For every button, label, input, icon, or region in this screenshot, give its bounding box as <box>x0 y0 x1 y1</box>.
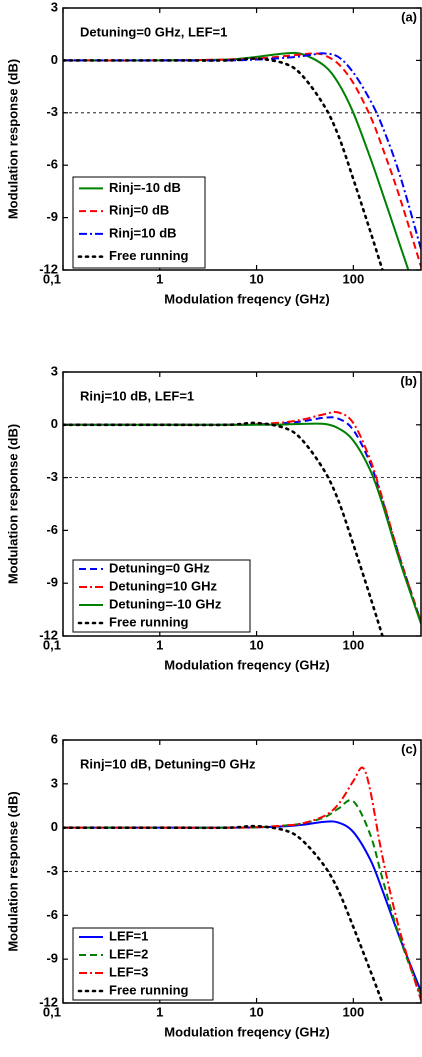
y-tick-label: 3 <box>51 0 58 14</box>
x-axis-label: Modulation freqency (GHz) <box>164 291 329 306</box>
legend-box <box>72 176 206 269</box>
x-tick-label: 0,1 <box>43 271 61 286</box>
y-axis-label: Modulation response (dB) <box>5 59 20 219</box>
panel-label: (c) <box>401 741 417 756</box>
y-tick-label: 3 <box>51 363 58 378</box>
panel-label: (b) <box>400 373 417 388</box>
legend-box <box>72 927 214 1001</box>
legend-label: LEF=3 <box>109 964 148 979</box>
legend-label: Rinj=10 dB <box>109 225 177 240</box>
legend-label: Detuning=-10 GHz <box>109 596 222 611</box>
annotation: Detuning=0 GHz, LEF=1 <box>80 24 227 39</box>
x-tick-label: 100 <box>342 1004 364 1019</box>
y-axis-label: Modulation response (dB) <box>5 791 20 951</box>
panel: -12 -9 -6 -3 0 3 0,1 1 10 100 Modulation freqency … <box>5 363 422 672</box>
x-tick-label: 100 <box>342 637 364 652</box>
legend-label: Free running <box>109 982 189 997</box>
y-tick-label: -6 <box>46 907 58 922</box>
legend-label: Rinj=0 dB <box>109 203 169 218</box>
plot-frame <box>62 7 422 271</box>
series-line <box>63 421 384 636</box>
y-tick-label: 0 <box>51 819 58 834</box>
series-line <box>63 52 421 267</box>
legend-label: Rinj=-10 dB <box>109 180 181 195</box>
y-tick-label: 0 <box>51 416 58 431</box>
legend-label: LEF=1 <box>109 928 148 943</box>
y-tick-label: -3 <box>46 469 58 484</box>
panel: -12 -9 -6 -3 0 3 0,1 1 10 100 Modulation freqency … <box>5 0 422 306</box>
panel-label: (a) <box>401 9 417 24</box>
x-tick-label: 10 <box>249 637 263 652</box>
x-tick-label: 10 <box>249 271 263 286</box>
y-tick-label: -12 <box>39 627 58 642</box>
x-tick-label: 10 <box>249 1004 263 1019</box>
x-tick-label: 100 <box>342 271 364 286</box>
legend-label: Free running <box>109 248 189 263</box>
y-axis-label: Modulation response (dB) <box>5 424 20 584</box>
y-tick-label: -9 <box>46 209 58 224</box>
y-tick-label: -12 <box>39 994 58 1009</box>
y-tick-label: -6 <box>46 522 58 537</box>
x-tick-label: 0,1 <box>43 1004 61 1019</box>
plot-frame <box>62 371 422 637</box>
y-tick-label: -3 <box>46 863 58 878</box>
y-tick-label: -6 <box>46 157 58 172</box>
y-tick-label: -9 <box>46 575 58 590</box>
legend-box <box>72 559 251 633</box>
x-tick-label: 0,1 <box>43 637 61 652</box>
legend-label: Detuning=0 GHz <box>109 560 210 575</box>
y-tick-label: -12 <box>39 261 58 276</box>
y-tick-label: 0 <box>51 52 58 67</box>
x-tick-label: 1 <box>156 1004 163 1019</box>
annotation: Rinj=10 dB, LEF=1 <box>80 388 194 403</box>
legend-label: Free running <box>109 614 189 629</box>
x-tick-label: 1 <box>156 271 163 286</box>
x-tick-label: 1 <box>156 637 163 652</box>
series-line <box>63 824 384 1003</box>
annotation: Rinj=10 dB, Detuning=0 GHz <box>80 756 256 771</box>
x-axis-label: Modulation freqency (GHz) <box>164 1024 329 1039</box>
panel: -12 -9 -6 -3 0 3 6 0,1 1 10 100 Modulation freqency… <box>5 731 422 1039</box>
legend-label: Detuning=10 GHz <box>109 578 217 593</box>
y-tick-label: 3 <box>51 775 58 790</box>
x-axis-label: Modulation freqency (GHz) <box>164 657 329 672</box>
y-tick-label: -3 <box>46 104 58 119</box>
legend-label: LEF=2 <box>109 946 148 961</box>
series-line <box>63 57 384 270</box>
y-tick-label: -9 <box>46 951 58 966</box>
y-tick-label: 6 <box>51 731 58 746</box>
